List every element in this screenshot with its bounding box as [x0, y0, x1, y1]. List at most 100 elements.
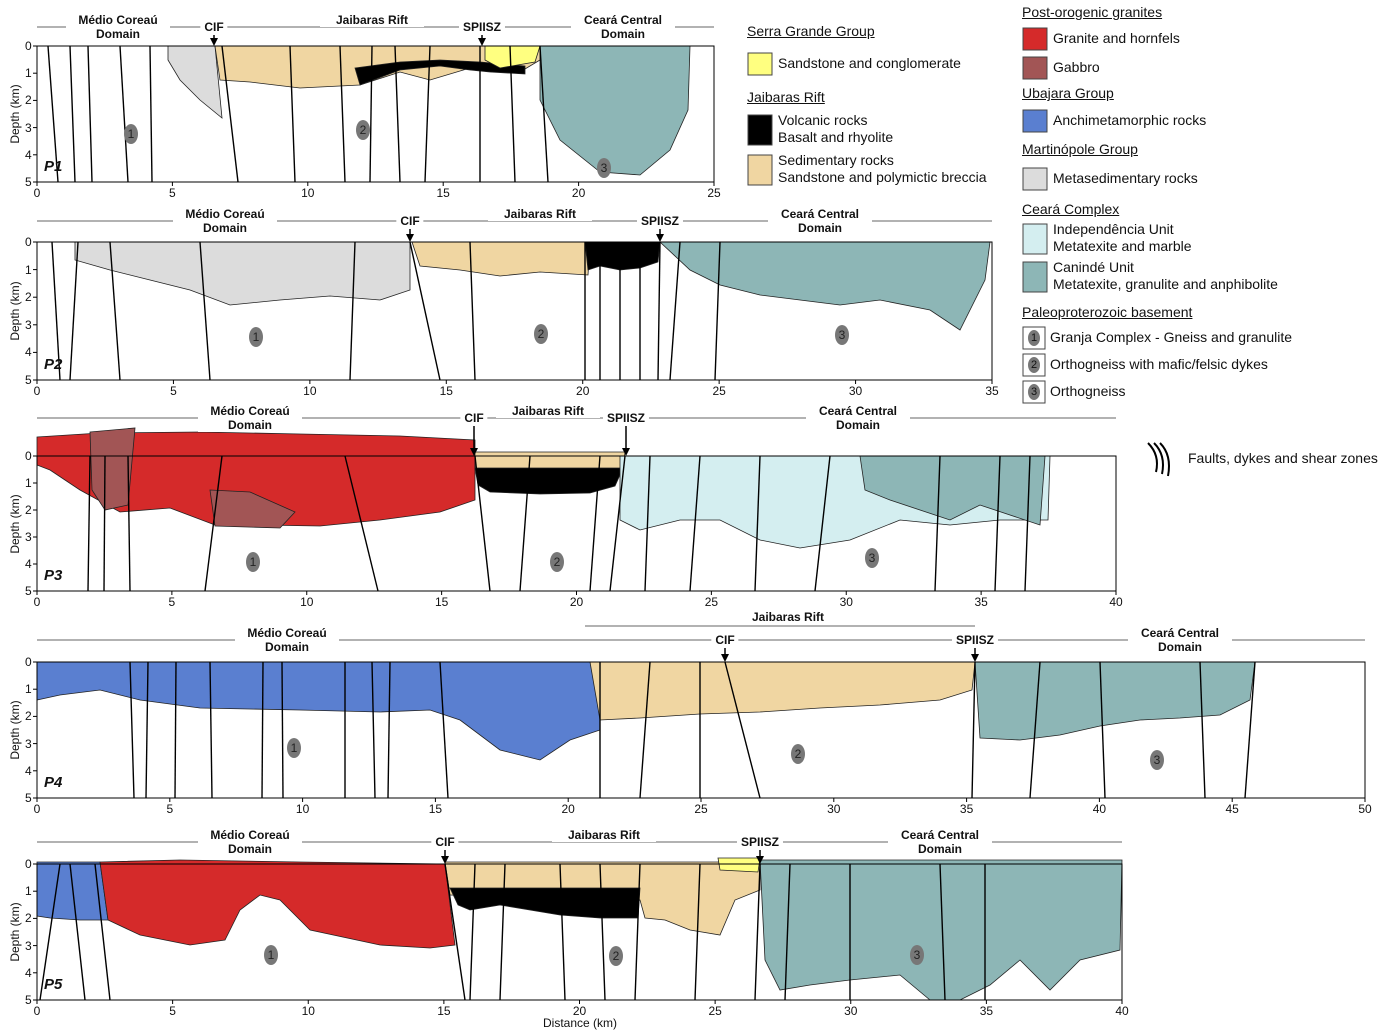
- unit-area: [975, 662, 1255, 740]
- legend-swatch: [1023, 262, 1047, 292]
- arrow-head: [971, 654, 979, 662]
- unit-area: [585, 242, 660, 270]
- legend-swatch: [1023, 110, 1047, 132]
- domain-label: Médio Coreaú Domain: [235, 626, 339, 654]
- domain-label: SPIISZ: [737, 835, 783, 849]
- fault: [88, 46, 92, 182]
- legend-heading: Post-orogenic granites: [1022, 5, 1162, 19]
- y-tick-label: 5: [25, 373, 32, 387]
- unit-area: [100, 860, 455, 948]
- sections: [0, 0, 1384, 1031]
- x-tick-label: 40: [1115, 1004, 1128, 1018]
- y-tick-label: 2: [25, 290, 32, 304]
- legend-label: Metatexite, granulite and anphibolite: [1053, 277, 1278, 291]
- unit-number: 2: [554, 555, 561, 569]
- x-tick-label: 10: [300, 595, 313, 609]
- domain-label: SPIISZ: [952, 633, 998, 647]
- x-tick-label: 25: [707, 186, 720, 200]
- fault-legend-icon: [1148, 443, 1169, 476]
- x-tick-label: 20: [576, 384, 589, 398]
- x-tick-label: 15: [435, 595, 448, 609]
- arrow-head: [656, 234, 664, 242]
- domain-label: Jaibaras Rift: [552, 828, 656, 842]
- y-tick-label: 5: [25, 791, 32, 805]
- legend-heading: Jaibaras Rift: [747, 90, 825, 104]
- domain-label: CIF: [200, 20, 227, 34]
- unit-area: [718, 858, 760, 872]
- y-tick-label: 4: [25, 966, 32, 980]
- x-tick-label: 5: [170, 384, 177, 398]
- y-axis-label: Depth (km): [8, 281, 22, 340]
- x-tick-label: 5: [169, 1004, 176, 1018]
- y-tick-label: 3: [25, 530, 32, 544]
- legend-label: Granja Complex - Gneiss and granulite: [1050, 330, 1292, 344]
- unit-number: 1: [128, 127, 135, 141]
- y-tick-label: 4: [25, 557, 32, 571]
- x-tick-label: 30: [840, 595, 853, 609]
- y-tick-label: 4: [25, 345, 32, 359]
- fault: [104, 456, 105, 591]
- unit-number: 3: [839, 328, 846, 342]
- legend-label: Orthogneiss: [1050, 384, 1125, 398]
- fault: [120, 46, 128, 182]
- x-axis-label: Distance (km): [543, 1016, 617, 1030]
- legend-label: Gabbro: [1053, 60, 1100, 74]
- x-tick-label: 35: [980, 1004, 993, 1018]
- unit-number: 1: [253, 330, 260, 344]
- legend-swatch: [748, 53, 772, 75]
- x-tick-label: 35: [985, 384, 998, 398]
- unit-number: 2: [538, 327, 545, 341]
- unit-number: 3: [914, 948, 921, 962]
- y-tick-label: 0: [25, 235, 32, 249]
- x-tick-label: 10: [302, 1004, 315, 1018]
- fault: [282, 662, 283, 798]
- domain-label: Jaibaras Rift: [496, 404, 600, 418]
- x-tick-label: 35: [960, 802, 973, 816]
- arrow-head: [478, 38, 486, 46]
- unit-area: [75, 242, 410, 305]
- x-tick-label: 5: [166, 802, 173, 816]
- domain-label: SPIISZ: [637, 214, 683, 228]
- fault: [70, 242, 78, 380]
- fault: [175, 662, 176, 798]
- y-tick-label: 3: [25, 939, 32, 953]
- x-tick-label: 30: [849, 384, 862, 398]
- unit-number: 2: [795, 747, 802, 761]
- x-tick-label: 25: [694, 802, 707, 816]
- y-tick-label: 3: [25, 318, 32, 332]
- unit-number: 2: [360, 123, 367, 137]
- domain-label: CIF: [711, 633, 738, 647]
- profile-name: P1: [44, 160, 62, 174]
- profile-name: P4: [44, 776, 62, 790]
- y-tick-label: 0: [25, 39, 32, 53]
- x-tick-label: 20: [570, 595, 583, 609]
- x-tick-label: 25: [708, 1004, 721, 1018]
- profile-name: P5: [44, 978, 62, 992]
- unit-area: [450, 888, 640, 918]
- y-axis-label: Depth (km): [8, 84, 22, 143]
- y-tick-label: 0: [25, 449, 32, 463]
- x-tick-label: 50: [1358, 802, 1371, 816]
- legend-heading: Ubajara Group: [1022, 86, 1114, 100]
- domain-label: Ceará Central Domain: [1128, 626, 1232, 654]
- y-tick-label: 3: [25, 121, 32, 135]
- x-tick-label: 45: [1226, 802, 1239, 816]
- unit-area: [412, 242, 590, 276]
- domain-label: Médio Coreaú Domain: [173, 207, 277, 235]
- x-tick-label: 15: [440, 384, 453, 398]
- y-tick-label: 2: [25, 709, 32, 723]
- x-tick-label: 0: [34, 1004, 41, 1018]
- domain-label: CIF: [396, 214, 423, 228]
- legend-label: Metasedimentary rocks: [1053, 171, 1198, 185]
- x-tick-label: 40: [1109, 595, 1122, 609]
- legend-label: Granite and hornfels: [1053, 31, 1180, 45]
- x-tick-label: 10: [303, 384, 316, 398]
- legend-label: Anchimetamorphic rocks: [1053, 113, 1206, 127]
- domain-label: Jaibaras Rift: [488, 207, 592, 221]
- unit-area: [540, 46, 690, 175]
- fault: [670, 242, 680, 380]
- y-axis-label: Depth (km): [8, 902, 22, 961]
- legend-label: Sandstone and polymictic breccia: [778, 170, 987, 184]
- x-tick-label: 25: [705, 595, 718, 609]
- y-tick-label: 1: [25, 263, 32, 277]
